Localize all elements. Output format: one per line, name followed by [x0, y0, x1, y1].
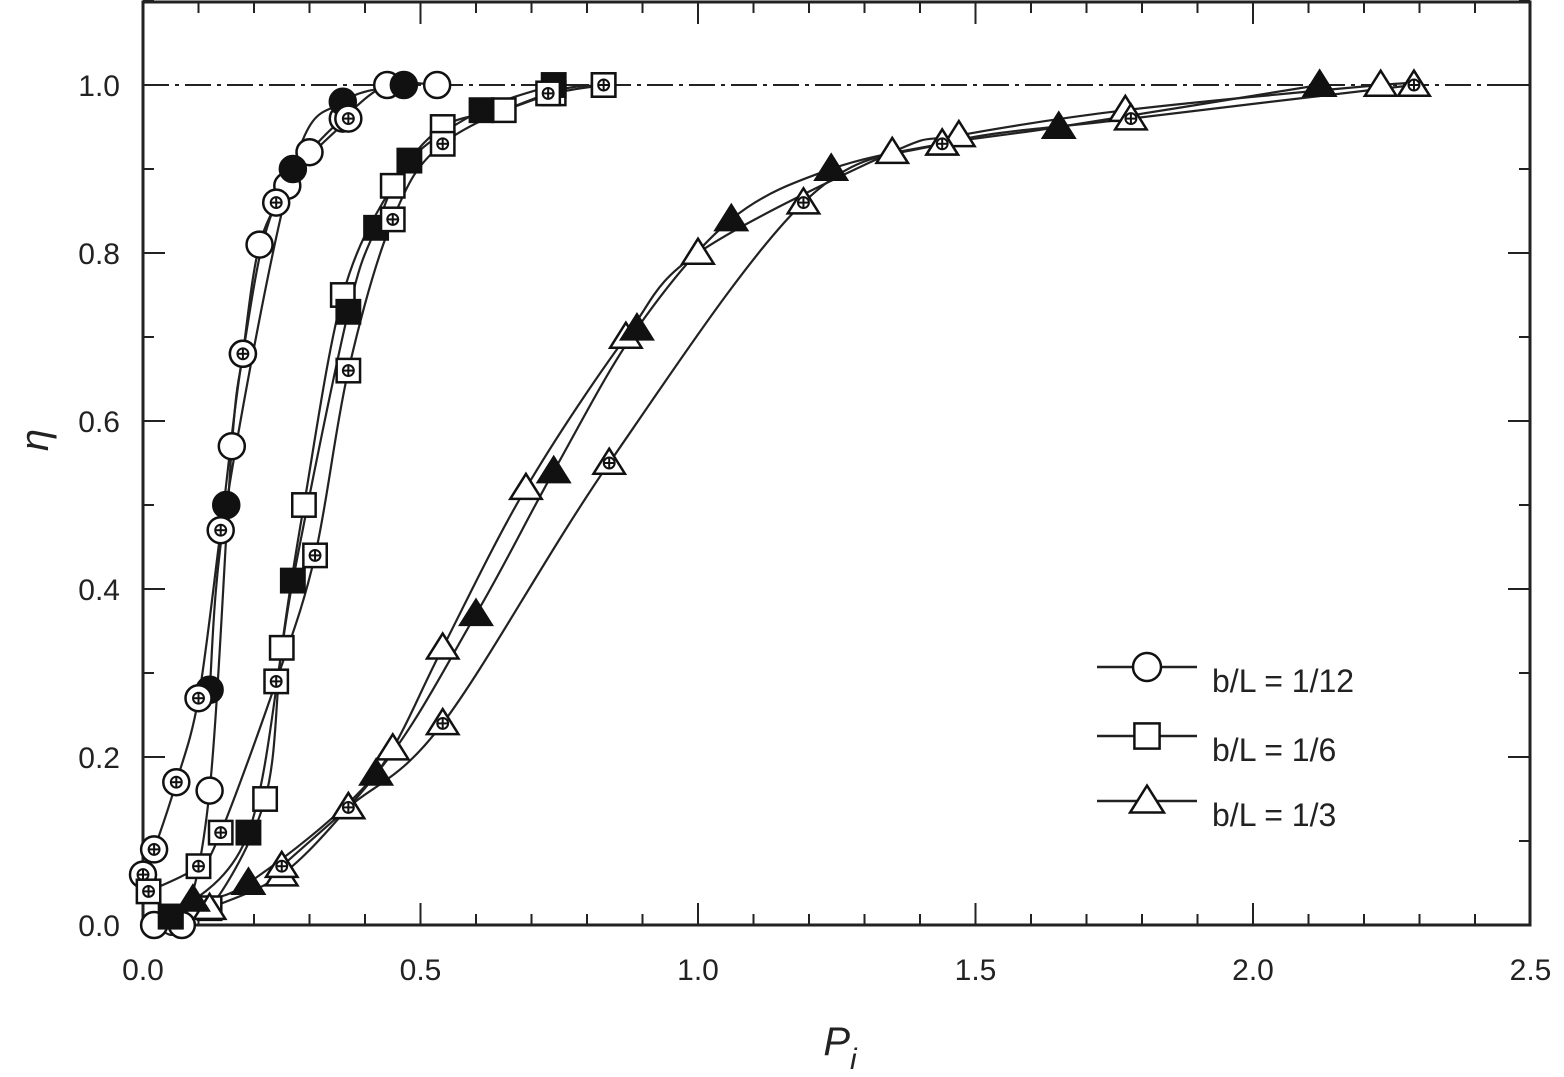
- legend-marker-square: [1133, 722, 1161, 750]
- x-tick-label: 2.0: [1232, 954, 1274, 987]
- marker-circle: [195, 776, 224, 805]
- marker-square: [279, 567, 306, 594]
- tick-labels: 0.0 0.5 1.0 1.5 2.0 2.5 0.0 0.2 0.4 0.6 0.8 1.0: [78, 70, 1551, 987]
- marker-square: [252, 786, 279, 812]
- y-tick-label: 1.0: [78, 70, 120, 103]
- marker-triangle: [813, 152, 850, 181]
- x-tick-label: 2.5: [1510, 954, 1552, 987]
- marker-circle: [295, 137, 324, 167]
- marker-square: [335, 298, 362, 325]
- x-axis-title-main: P: [823, 1020, 850, 1064]
- marker-triangle: [174, 883, 211, 912]
- marker-square: [396, 147, 423, 174]
- marker-circle: [278, 154, 308, 184]
- y-tick-label: 0.0: [78, 910, 120, 943]
- marker-triangle: [1040, 110, 1077, 139]
- marker-triangle: [507, 471, 544, 501]
- series-markers: [128, 68, 1432, 940]
- series-points-2: [195, 70, 419, 705]
- y-tick-label: 0.4: [78, 574, 120, 607]
- marker-triangle: [458, 597, 494, 627]
- marker-triangle: [230, 866, 267, 895]
- y-axis-title: η: [13, 429, 57, 451]
- marker-square: [468, 97, 495, 124]
- marker-triangle: [374, 731, 411, 761]
- legend-label-1: b/L = 1/12: [1212, 663, 1354, 699]
- series-line-8: [192, 83, 1320, 901]
- marker-triangle: [1127, 783, 1167, 814]
- marker-triangle: [940, 118, 977, 148]
- marker-triangle: [358, 757, 395, 786]
- legend-label-3: b/L = 1/3: [1212, 797, 1336, 833]
- marker-triangle: [618, 311, 655, 341]
- legend: b/L = 1/12 b/L = 1/6 b/L = 1/3: [1097, 651, 1354, 833]
- marker-triangle: [1301, 68, 1338, 97]
- series-line-3: [141, 117, 350, 876]
- marker-square: [291, 492, 317, 518]
- marker-circle: [389, 70, 419, 100]
- series-points-3: [128, 104, 363, 889]
- y-tick-label: 0.8: [78, 238, 120, 271]
- marker-triangle: [680, 236, 716, 265]
- marker-circle: [212, 490, 241, 520]
- legend-marker-triangle: [1127, 783, 1167, 814]
- series-points-5: [157, 72, 567, 930]
- marker-triangle: [713, 202, 750, 232]
- legend-marker-circle: [1131, 651, 1163, 683]
- marker-circle: [245, 230, 274, 259]
- marker-triangle: [535, 454, 572, 484]
- marker-square: [490, 97, 517, 124]
- y-tick-label: 0.6: [78, 406, 120, 439]
- legend-entry-1: b/L = 1/12: [1097, 651, 1354, 699]
- x-tick-label: 0.5: [400, 954, 442, 987]
- x-tick-label: 1.5: [955, 954, 997, 987]
- series-points-9: [263, 68, 1432, 879]
- marker-square: [1133, 722, 1161, 750]
- legend-label-2: b/L = 1/6: [1212, 732, 1336, 768]
- marker-triangle: [1362, 68, 1399, 97]
- marker-triangle: [874, 135, 911, 165]
- series-points-6: [135, 72, 617, 905]
- plot-frame: [141, 0, 1532, 927]
- legend-entry-2: b/L = 1/6: [1097, 722, 1336, 768]
- series-points-8: [174, 68, 1338, 912]
- x-axis-title-sub: i: [850, 1043, 858, 1076]
- marker-square: [268, 634, 295, 661]
- marker-square: [235, 819, 262, 846]
- marker-circle: [217, 431, 247, 461]
- marker-square: [379, 172, 406, 199]
- x-tick-label: 1.0: [677, 954, 719, 987]
- marker-circle: [422, 70, 452, 100]
- marker-triangle: [424, 631, 461, 660]
- marker-circle: [1131, 651, 1163, 683]
- y-tick-label: 0.2: [78, 742, 120, 775]
- x-tick-label: 0.0: [122, 954, 164, 987]
- series-points-7: [191, 68, 1432, 921]
- ticks: [142, 0, 1532, 926]
- x-axis-title: Pi: [823, 1020, 858, 1076]
- legend-entry-3: b/L = 1/3: [1097, 783, 1336, 833]
- y-axis-title-text: η: [13, 429, 57, 451]
